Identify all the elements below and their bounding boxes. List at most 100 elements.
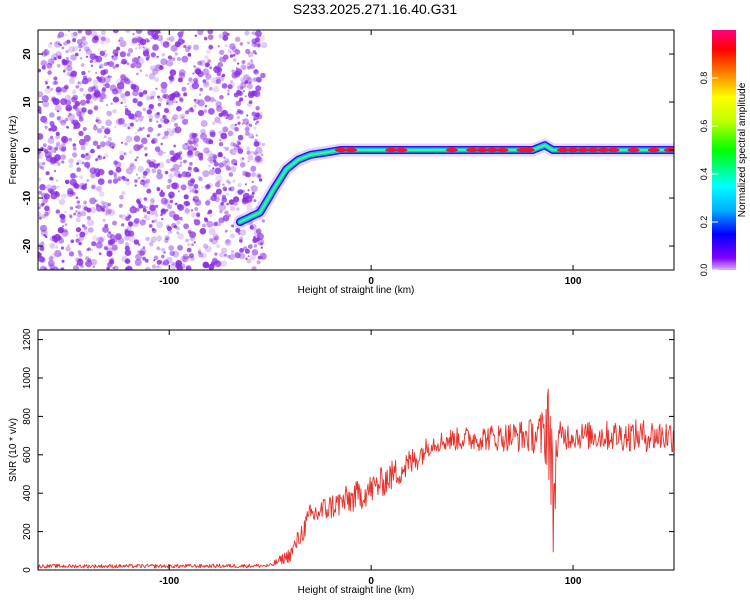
noise-point bbox=[47, 137, 55, 145]
noise-point bbox=[150, 52, 156, 58]
noise-point bbox=[144, 38, 150, 43]
noise-point bbox=[256, 120, 260, 124]
noise-point bbox=[159, 191, 166, 198]
noise-point bbox=[212, 233, 219, 240]
noise-point bbox=[151, 228, 157, 234]
noise-point bbox=[104, 128, 111, 135]
noise-point bbox=[94, 88, 100, 94]
noise-point bbox=[62, 69, 66, 73]
noise-point bbox=[246, 146, 250, 151]
noise-point bbox=[138, 116, 144, 122]
noise-point bbox=[153, 255, 159, 261]
noise-point bbox=[85, 48, 92, 56]
noise-point bbox=[183, 92, 188, 97]
noise-point bbox=[229, 54, 234, 58]
noise-point bbox=[182, 143, 190, 151]
noise-point bbox=[251, 266, 257, 270]
noise-point bbox=[202, 68, 210, 76]
noise-point bbox=[99, 50, 106, 56]
noise-point bbox=[67, 107, 71, 111]
noise-point bbox=[193, 104, 197, 108]
noise-point bbox=[237, 146, 241, 150]
noise-point bbox=[253, 141, 260, 147]
track-peak bbox=[627, 147, 640, 153]
noise-point bbox=[100, 40, 105, 45]
noise-point bbox=[138, 126, 143, 131]
noise-point bbox=[74, 100, 81, 107]
noise-point bbox=[64, 223, 68, 227]
noise-point bbox=[155, 213, 159, 218]
noise-point bbox=[168, 210, 176, 218]
noise-point bbox=[233, 196, 240, 203]
noise-point bbox=[251, 90, 258, 97]
noise-point bbox=[193, 98, 197, 102]
noise-point bbox=[142, 47, 150, 54]
noise-point bbox=[118, 203, 123, 208]
noise-point bbox=[170, 93, 176, 99]
noise-point bbox=[158, 133, 161, 136]
noise-point bbox=[180, 255, 187, 262]
noise-point bbox=[202, 243, 209, 249]
noise-point bbox=[205, 184, 211, 190]
noise-point bbox=[143, 146, 148, 151]
noise-point bbox=[229, 230, 232, 233]
noise-point bbox=[97, 178, 105, 186]
noise-point bbox=[164, 170, 169, 175]
noise-point bbox=[95, 55, 98, 59]
noise-point bbox=[38, 162, 41, 167]
noise-point bbox=[113, 265, 119, 270]
noise-point bbox=[203, 147, 210, 154]
noise-point bbox=[150, 90, 157, 97]
noise-point bbox=[124, 109, 131, 116]
noise-point bbox=[49, 176, 53, 181]
noise-point bbox=[77, 211, 81, 215]
noise-point bbox=[222, 163, 227, 168]
noise-point bbox=[63, 119, 67, 123]
noise-point bbox=[200, 186, 204, 189]
snr-series-line bbox=[38, 388, 674, 569]
noise-point bbox=[132, 98, 138, 104]
noise-point bbox=[137, 129, 140, 132]
y-tick-label: 1200 bbox=[22, 328, 33, 351]
noise-point bbox=[114, 126, 117, 129]
noise-point bbox=[141, 137, 148, 145]
noise-point bbox=[224, 239, 232, 246]
noise-point bbox=[68, 158, 74, 164]
noise-point bbox=[148, 224, 153, 228]
noise-point bbox=[85, 30, 92, 36]
noise-point bbox=[244, 95, 247, 98]
noise-point bbox=[60, 135, 68, 143]
noise-point bbox=[133, 239, 140, 245]
noise-point bbox=[224, 229, 228, 233]
noise-point bbox=[190, 256, 195, 261]
noise-point bbox=[171, 57, 176, 61]
noise-point bbox=[170, 61, 174, 66]
noise-point bbox=[96, 144, 101, 150]
noise-point bbox=[165, 59, 173, 67]
noise-point bbox=[79, 56, 83, 60]
noise-point bbox=[149, 204, 156, 212]
noise-point bbox=[226, 112, 234, 120]
noise-point bbox=[57, 42, 60, 45]
y-tick-label: 400 bbox=[22, 484, 33, 501]
noise-point bbox=[137, 176, 141, 180]
noise-point bbox=[121, 94, 127, 100]
noise-point bbox=[167, 120, 170, 123]
noise-point bbox=[205, 73, 212, 81]
noise-point bbox=[73, 126, 77, 130]
noise-point bbox=[77, 83, 81, 88]
noise-point bbox=[160, 81, 168, 89]
noise-point bbox=[115, 166, 122, 173]
noise-point bbox=[247, 154, 254, 161]
noise-point bbox=[229, 149, 233, 154]
noise-point bbox=[205, 62, 210, 68]
noise-point bbox=[38, 68, 41, 73]
noise-point bbox=[83, 93, 86, 96]
noise-point bbox=[82, 77, 89, 85]
noise-point bbox=[85, 256, 90, 261]
noise-point bbox=[163, 118, 170, 124]
noise-point bbox=[177, 190, 180, 193]
noise-point bbox=[115, 78, 123, 86]
noise-point bbox=[251, 135, 255, 139]
noise-point bbox=[121, 223, 125, 227]
